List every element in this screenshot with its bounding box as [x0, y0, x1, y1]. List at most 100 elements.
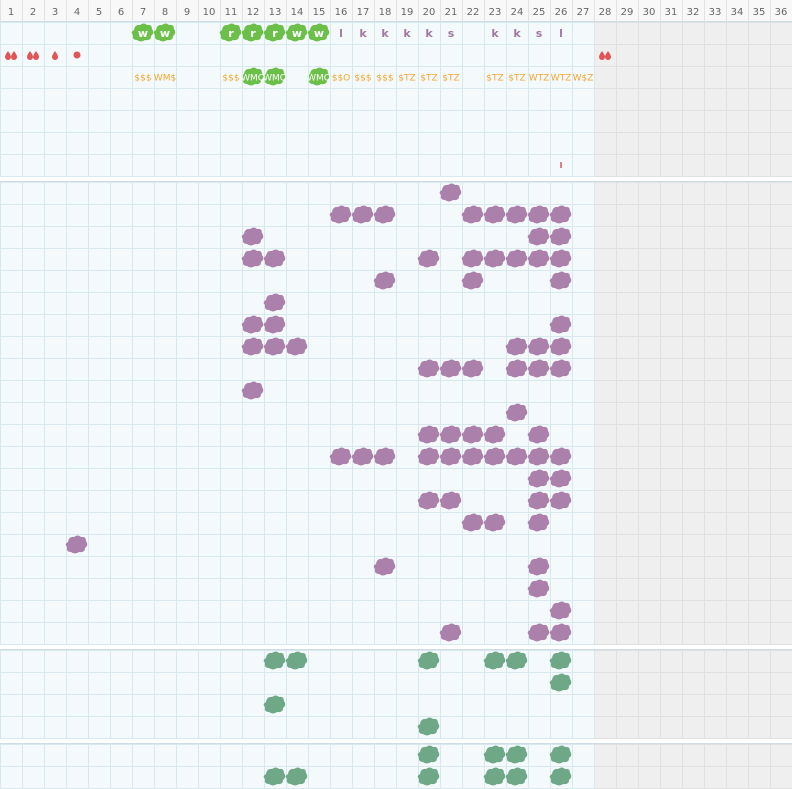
section-bg [0, 182, 594, 644]
blob [549, 315, 572, 334]
blob [505, 651, 528, 670]
cell-label: WMO [263, 74, 287, 84]
cell-label: w [292, 27, 302, 40]
cell-label: k [513, 27, 521, 40]
cell-label: $$$ [354, 74, 371, 84]
blob [549, 271, 572, 290]
column-number: 14 [291, 7, 304, 18]
blob [263, 67, 286, 86]
cell-label: $TZ [442, 74, 459, 84]
cell-label: r [250, 27, 256, 40]
cell-label: $TZ [420, 74, 437, 84]
cell-label: k [403, 27, 411, 40]
blob [373, 447, 396, 466]
blob [241, 67, 264, 86]
blob [417, 717, 440, 736]
blob [417, 249, 440, 268]
blob [241, 227, 264, 246]
column-number: 1 [8, 7, 14, 18]
blob [285, 767, 308, 786]
blob [351, 447, 374, 466]
cell-label: WTZ [529, 74, 550, 84]
column-number: 24 [511, 7, 524, 18]
blob [505, 249, 528, 268]
blob [527, 447, 550, 466]
column-number: 30 [643, 7, 656, 18]
blob [483, 767, 506, 786]
column-number: 29 [621, 7, 634, 18]
blob [483, 745, 506, 764]
cell-label: $$O [332, 74, 351, 84]
cell-label: k [491, 27, 499, 40]
column-number: 3 [52, 7, 58, 18]
blob [549, 447, 572, 466]
column-number: 16 [335, 7, 348, 18]
column-number: 18 [379, 7, 392, 18]
blob [461, 205, 484, 224]
blob [263, 249, 286, 268]
blob [461, 425, 484, 444]
cell-label: W$Z [573, 74, 594, 84]
drop-icon [27, 51, 33, 60]
blob [285, 651, 308, 670]
column-number: 27 [577, 7, 590, 18]
cell-label: WTZ [551, 74, 572, 84]
column-number: 32 [687, 7, 700, 18]
blob [461, 513, 484, 532]
blob [483, 425, 506, 444]
blob [439, 183, 462, 202]
blob [417, 745, 440, 764]
blob [549, 227, 572, 246]
blob [263, 315, 286, 334]
blob [527, 491, 550, 510]
blob [285, 337, 308, 356]
blob [373, 205, 396, 224]
blob [549, 469, 572, 488]
blob [483, 651, 506, 670]
column-number: 6 [118, 7, 124, 18]
blob [461, 359, 484, 378]
blob [219, 23, 242, 42]
cell-label: k [359, 27, 367, 40]
blob [241, 249, 264, 268]
blob [241, 337, 264, 356]
blob [527, 359, 550, 378]
blob [417, 767, 440, 786]
drop-icon [33, 51, 39, 60]
cell-label: w [160, 27, 170, 40]
drop-icon [605, 51, 611, 60]
blob [131, 23, 154, 42]
blob [549, 767, 572, 786]
blob [527, 227, 550, 246]
blob [505, 745, 528, 764]
column-number: 25 [533, 7, 546, 18]
column-number: 10 [203, 7, 216, 18]
cell-label: l [559, 27, 563, 40]
blob [263, 293, 286, 312]
drop-icon [52, 51, 58, 60]
blob [527, 425, 550, 444]
blob [527, 513, 550, 532]
cell-label: WMO [241, 74, 265, 84]
blob [483, 513, 506, 532]
blob [329, 447, 352, 466]
blob [351, 205, 374, 224]
section-bg-inactive [594, 182, 792, 644]
section-bg-inactive [594, 22, 792, 176]
blob [549, 601, 572, 620]
blob [461, 271, 484, 290]
blob [483, 205, 506, 224]
column-number: 7 [140, 7, 146, 18]
blob [505, 447, 528, 466]
blob [549, 745, 572, 764]
dot-icon [73, 51, 81, 59]
cell-label: r [272, 27, 278, 40]
blob [373, 557, 396, 576]
column-number: 23 [489, 7, 502, 18]
column-number: 28 [599, 7, 612, 18]
blob [527, 469, 550, 488]
cell-label: $TZ [508, 74, 525, 84]
column-number: 33 [709, 7, 722, 18]
blob [263, 767, 286, 786]
